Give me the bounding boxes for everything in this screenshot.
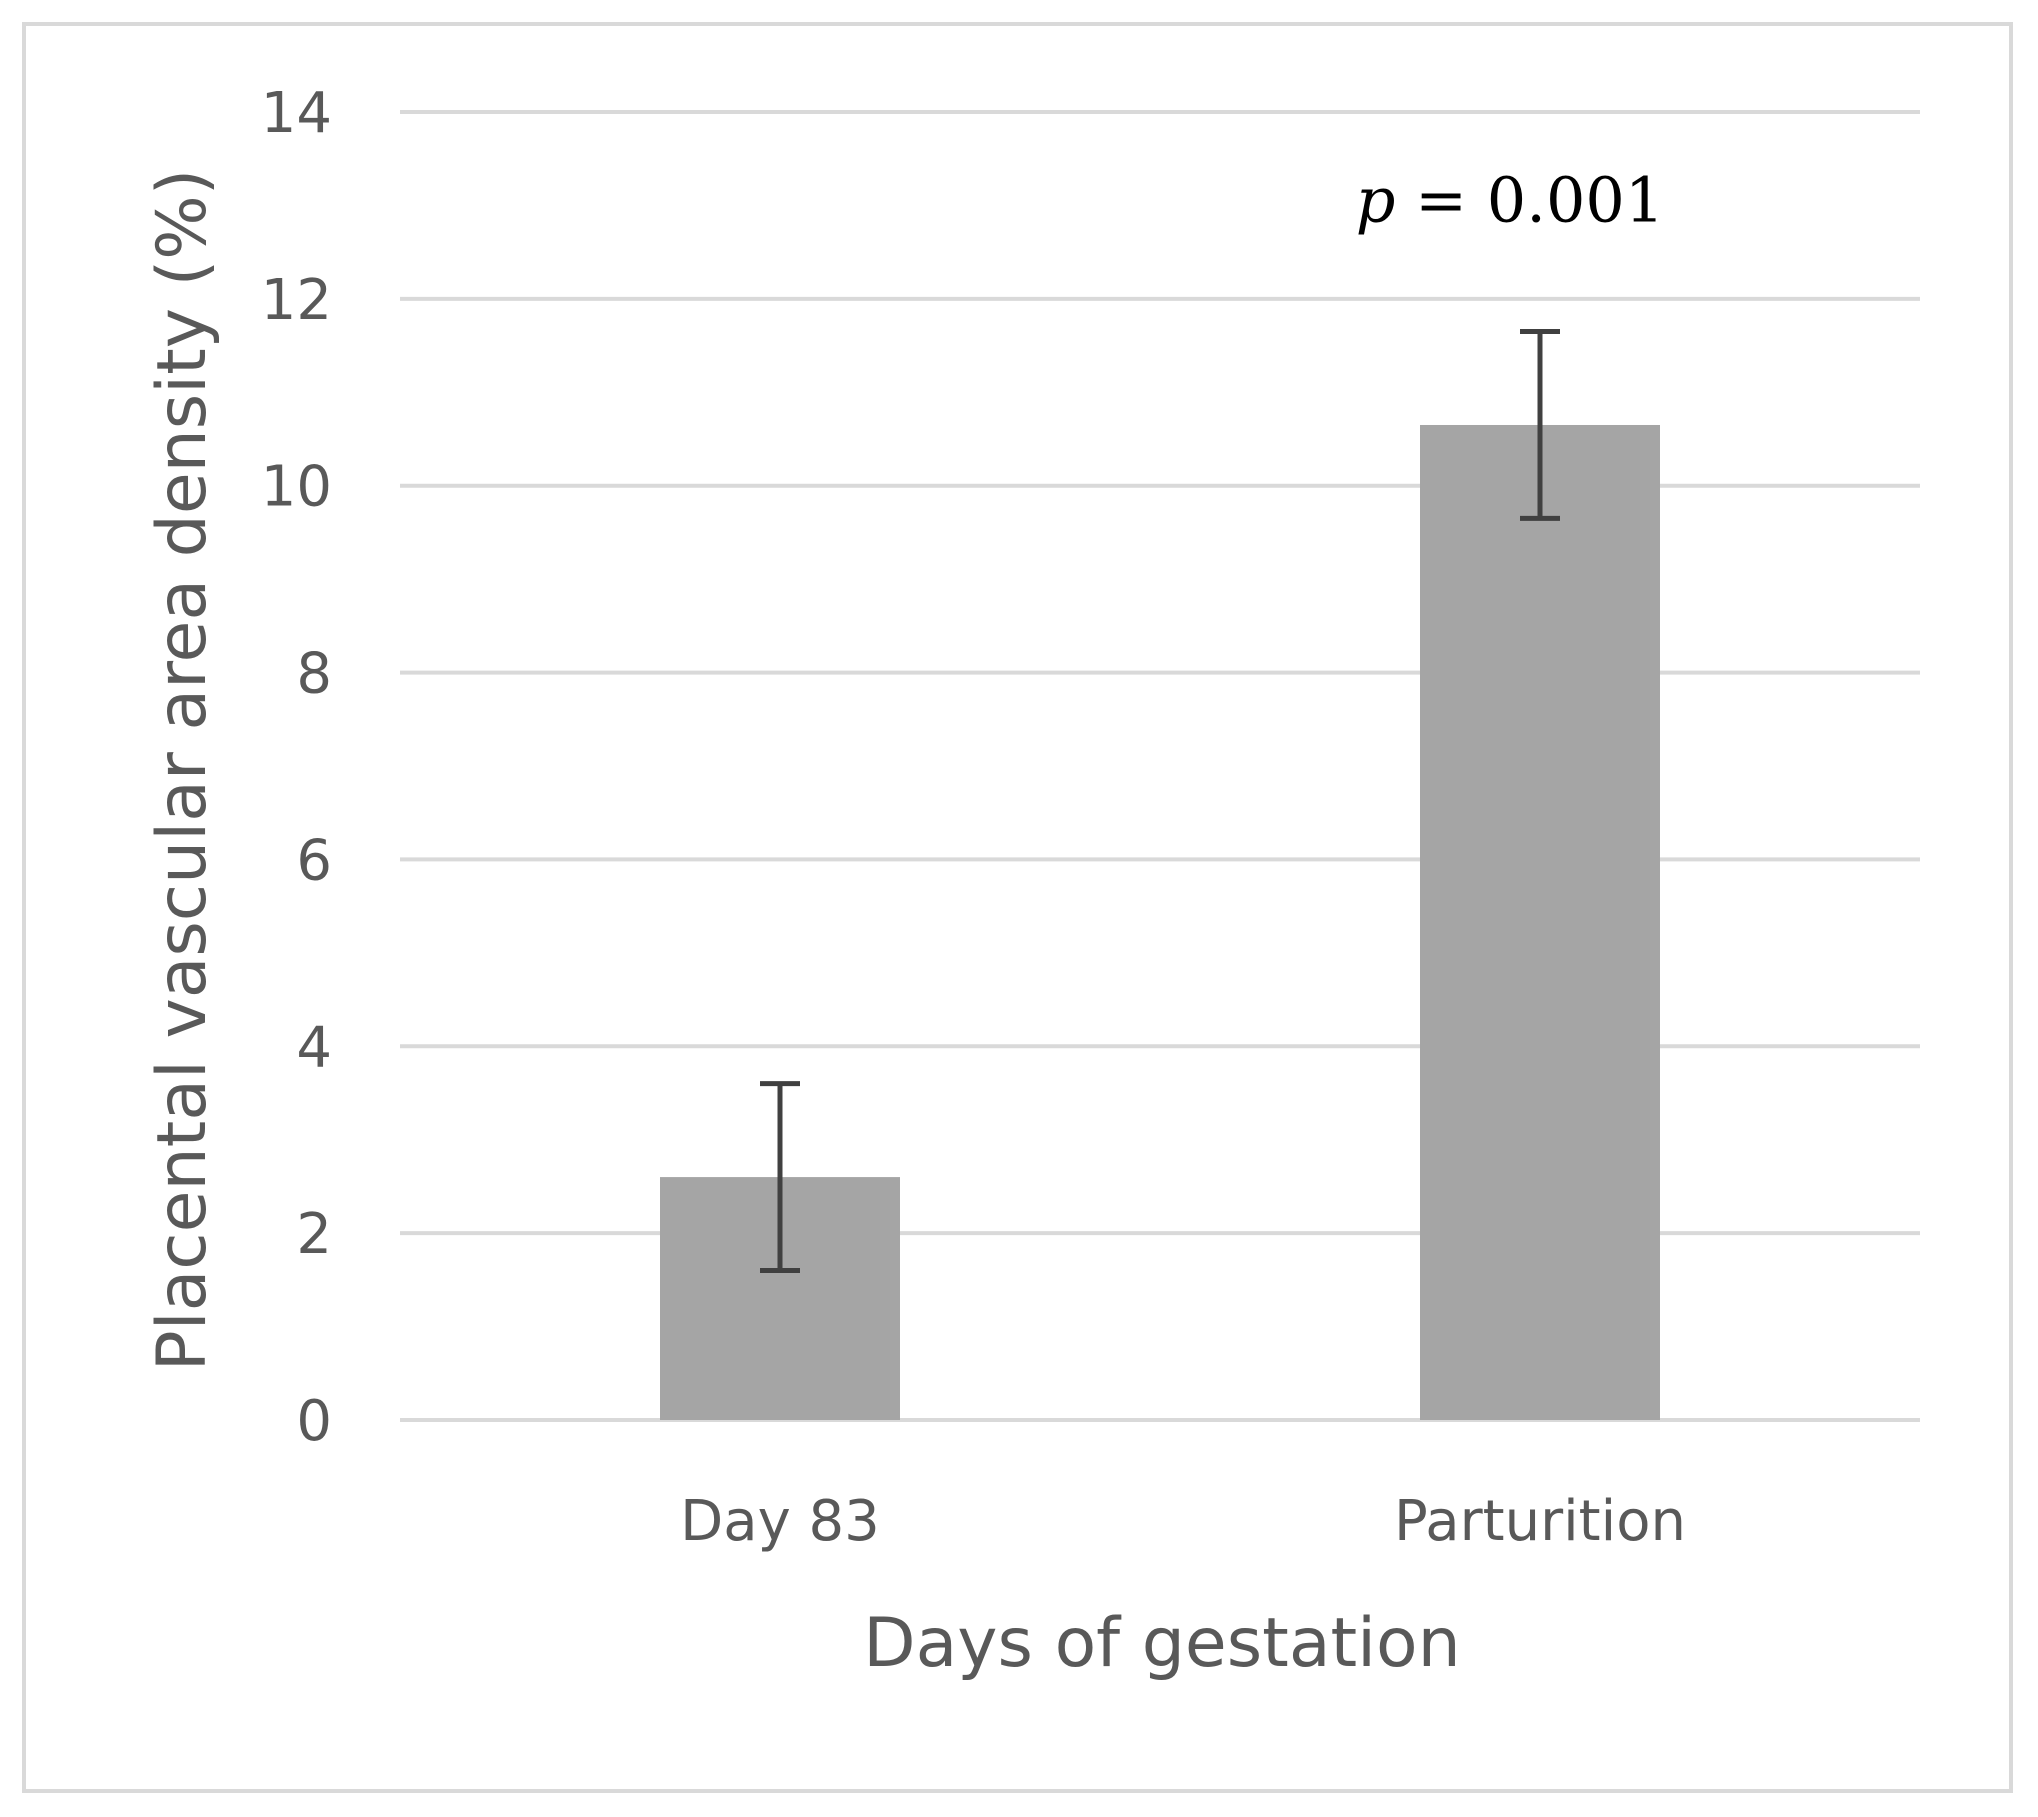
y-tick-label: 8 xyxy=(296,642,332,707)
annotation-text: = 0.001 xyxy=(1395,164,1664,237)
error-bars xyxy=(760,329,1560,1274)
y-tick-label: 12 xyxy=(261,268,332,333)
y-tick-label: 10 xyxy=(261,455,332,520)
y-tick-label: 2 xyxy=(296,1202,332,1267)
x-tick-labels: Day 83 Parturition xyxy=(680,1489,1686,1554)
annotation: p = 0.001 xyxy=(1356,164,1665,237)
y-tick-label: 14 xyxy=(261,81,332,146)
y-axis-title: Placental vascular area density (%) xyxy=(143,169,222,1372)
x-tick-label: Day 83 xyxy=(680,1489,880,1554)
gridlines xyxy=(400,110,1920,1422)
bars xyxy=(660,424,1660,1420)
x-axis-title: Days of gestation xyxy=(863,1604,1461,1683)
y-tick-label: 0 xyxy=(296,1389,332,1454)
y-tick-label: 6 xyxy=(296,828,332,893)
y-tick-labels: 0 2 4 6 8 10 12 14 xyxy=(261,81,332,1454)
x-tick-label: Parturition xyxy=(1394,1489,1686,1554)
chart-frame xyxy=(22,22,2013,1793)
annotation-symbol: p xyxy=(1356,164,1396,237)
y-tick-label: 4 xyxy=(296,1015,332,1080)
bar xyxy=(1420,424,1660,1420)
